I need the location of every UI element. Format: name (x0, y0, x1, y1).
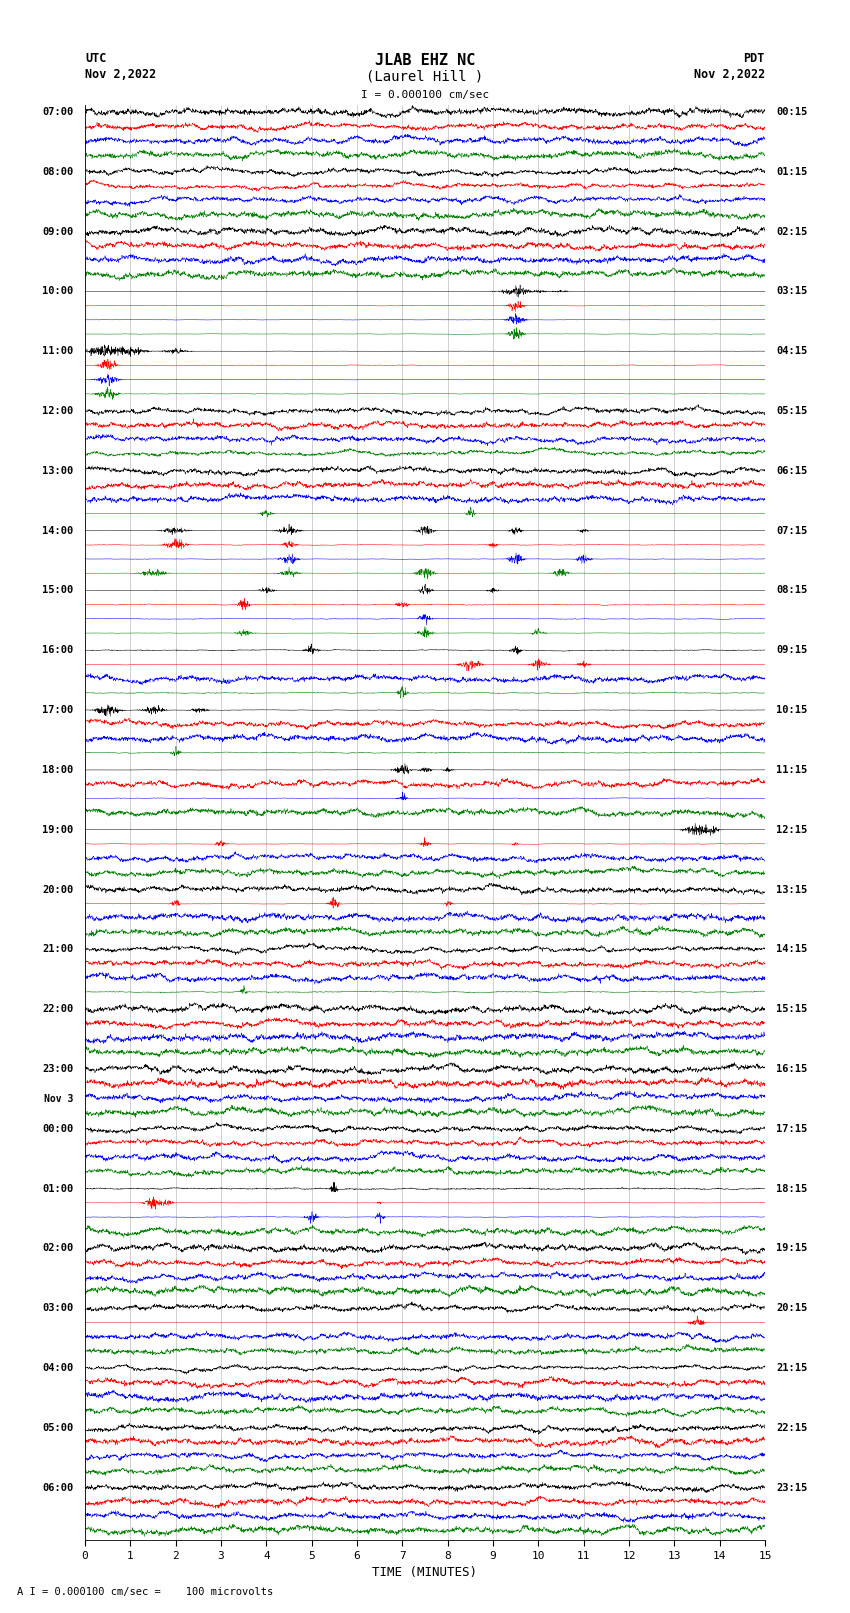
Text: 13:00: 13:00 (42, 466, 74, 476)
Text: 06:00: 06:00 (42, 1482, 74, 1492)
Text: Nov 3: Nov 3 (44, 1094, 74, 1103)
Text: 19:00: 19:00 (42, 824, 74, 834)
Text: 13:15: 13:15 (776, 884, 808, 895)
X-axis label: TIME (MINUTES): TIME (MINUTES) (372, 1566, 478, 1579)
Text: 20:00: 20:00 (42, 884, 74, 895)
Text: 08:00: 08:00 (42, 166, 74, 177)
Text: 22:00: 22:00 (42, 1005, 74, 1015)
Text: 12:15: 12:15 (776, 824, 808, 834)
Text: 03:15: 03:15 (776, 287, 808, 297)
Text: 06:15: 06:15 (776, 466, 808, 476)
Text: 18:00: 18:00 (42, 765, 74, 774)
Text: 12:00: 12:00 (42, 406, 74, 416)
Text: 16:00: 16:00 (42, 645, 74, 655)
Text: 22:15: 22:15 (776, 1423, 808, 1432)
Text: 23:00: 23:00 (42, 1065, 74, 1074)
Text: PDT: PDT (744, 52, 765, 65)
Text: 11:00: 11:00 (42, 347, 74, 356)
Text: 16:15: 16:15 (776, 1065, 808, 1074)
Text: I = 0.000100 cm/sec: I = 0.000100 cm/sec (361, 90, 489, 100)
Text: 04:15: 04:15 (776, 347, 808, 356)
Text: 09:15: 09:15 (776, 645, 808, 655)
Text: (Laurel Hill ): (Laurel Hill ) (366, 69, 484, 84)
Text: A I = 0.000100 cm/sec =    100 microvolts: A I = 0.000100 cm/sec = 100 microvolts (17, 1587, 273, 1597)
Text: 07:15: 07:15 (776, 526, 808, 536)
Text: 10:00: 10:00 (42, 287, 74, 297)
Text: 17:15: 17:15 (776, 1124, 808, 1134)
Text: Nov 2,2022: Nov 2,2022 (85, 68, 156, 81)
Text: 07:00: 07:00 (42, 106, 74, 116)
Text: 19:15: 19:15 (776, 1244, 808, 1253)
Text: 20:15: 20:15 (776, 1303, 808, 1313)
Text: 03:00: 03:00 (42, 1303, 74, 1313)
Text: 10:15: 10:15 (776, 705, 808, 715)
Text: 05:00: 05:00 (42, 1423, 74, 1432)
Text: 17:00: 17:00 (42, 705, 74, 715)
Text: 21:00: 21:00 (42, 944, 74, 955)
Text: 14:15: 14:15 (776, 944, 808, 955)
Text: 08:15: 08:15 (776, 586, 808, 595)
Text: 15:15: 15:15 (776, 1005, 808, 1015)
Text: 01:00: 01:00 (42, 1184, 74, 1194)
Text: 09:00: 09:00 (42, 226, 74, 237)
Text: 05:15: 05:15 (776, 406, 808, 416)
Text: 14:00: 14:00 (42, 526, 74, 536)
Text: 04:00: 04:00 (42, 1363, 74, 1373)
Text: 00:00: 00:00 (42, 1124, 74, 1134)
Text: 15:00: 15:00 (42, 586, 74, 595)
Text: JLAB EHZ NC: JLAB EHZ NC (375, 53, 475, 68)
Text: UTC: UTC (85, 52, 106, 65)
Text: 18:15: 18:15 (776, 1184, 808, 1194)
Text: 01:15: 01:15 (776, 166, 808, 177)
Text: 23:15: 23:15 (776, 1482, 808, 1492)
Text: 02:15: 02:15 (776, 226, 808, 237)
Text: 02:00: 02:00 (42, 1244, 74, 1253)
Text: 11:15: 11:15 (776, 765, 808, 774)
Text: 00:15: 00:15 (776, 106, 808, 116)
Text: Nov 2,2022: Nov 2,2022 (694, 68, 765, 81)
Text: 21:15: 21:15 (776, 1363, 808, 1373)
